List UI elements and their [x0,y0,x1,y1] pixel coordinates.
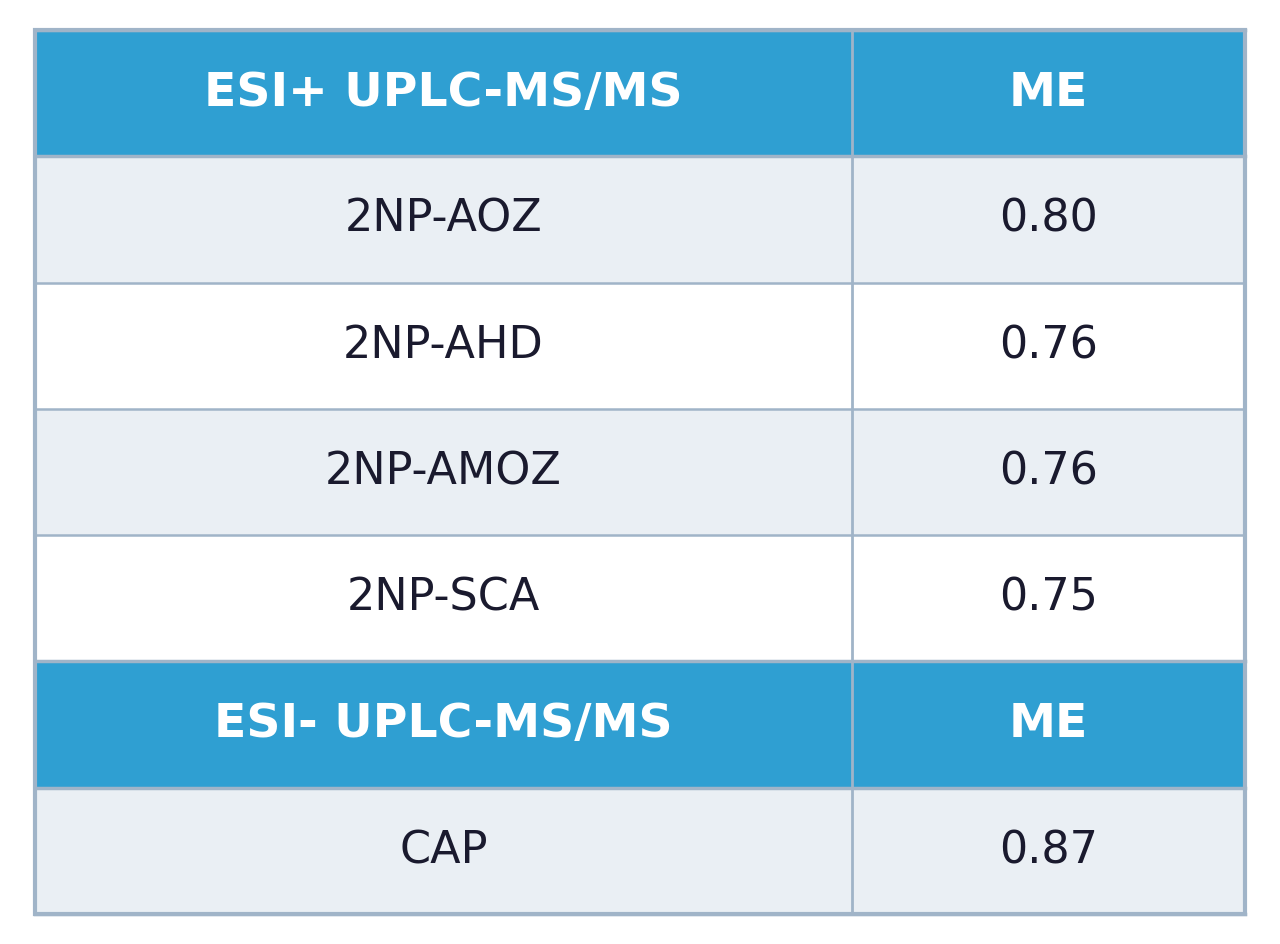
Text: ME: ME [1009,702,1088,747]
Bar [35,30,851,157]
Bar [851,409,1245,535]
Bar [851,157,1245,282]
Bar [851,662,1245,787]
Text: 2NP-SCA: 2NP-SCA [347,577,540,620]
Bar [35,787,851,914]
Text: 0.87: 0.87 [998,830,1098,872]
Text: ESI- UPLC-MS/MS: ESI- UPLC-MS/MS [214,702,673,747]
Bar [851,282,1245,409]
Text: 0.80: 0.80 [998,198,1098,241]
Bar [851,30,1245,157]
Text: CAP: CAP [399,830,488,872]
Bar [851,787,1245,914]
Text: 0.75: 0.75 [998,577,1098,620]
Text: ME: ME [1009,71,1088,116]
Bar [35,535,851,662]
Text: 0.76: 0.76 [998,324,1098,367]
Bar [35,409,851,535]
Bar [35,662,851,787]
Bar [35,282,851,409]
Text: 2NP-AOZ: 2NP-AOZ [344,198,543,241]
Text: 0.76: 0.76 [998,450,1098,494]
Bar [851,535,1245,662]
Bar [35,157,851,282]
Text: ESI+ UPLC-MS/MS: ESI+ UPLC-MS/MS [204,71,682,116]
Text: 2NP-AMOZ: 2NP-AMOZ [325,450,562,494]
Text: 2NP-AHD: 2NP-AHD [343,324,544,367]
